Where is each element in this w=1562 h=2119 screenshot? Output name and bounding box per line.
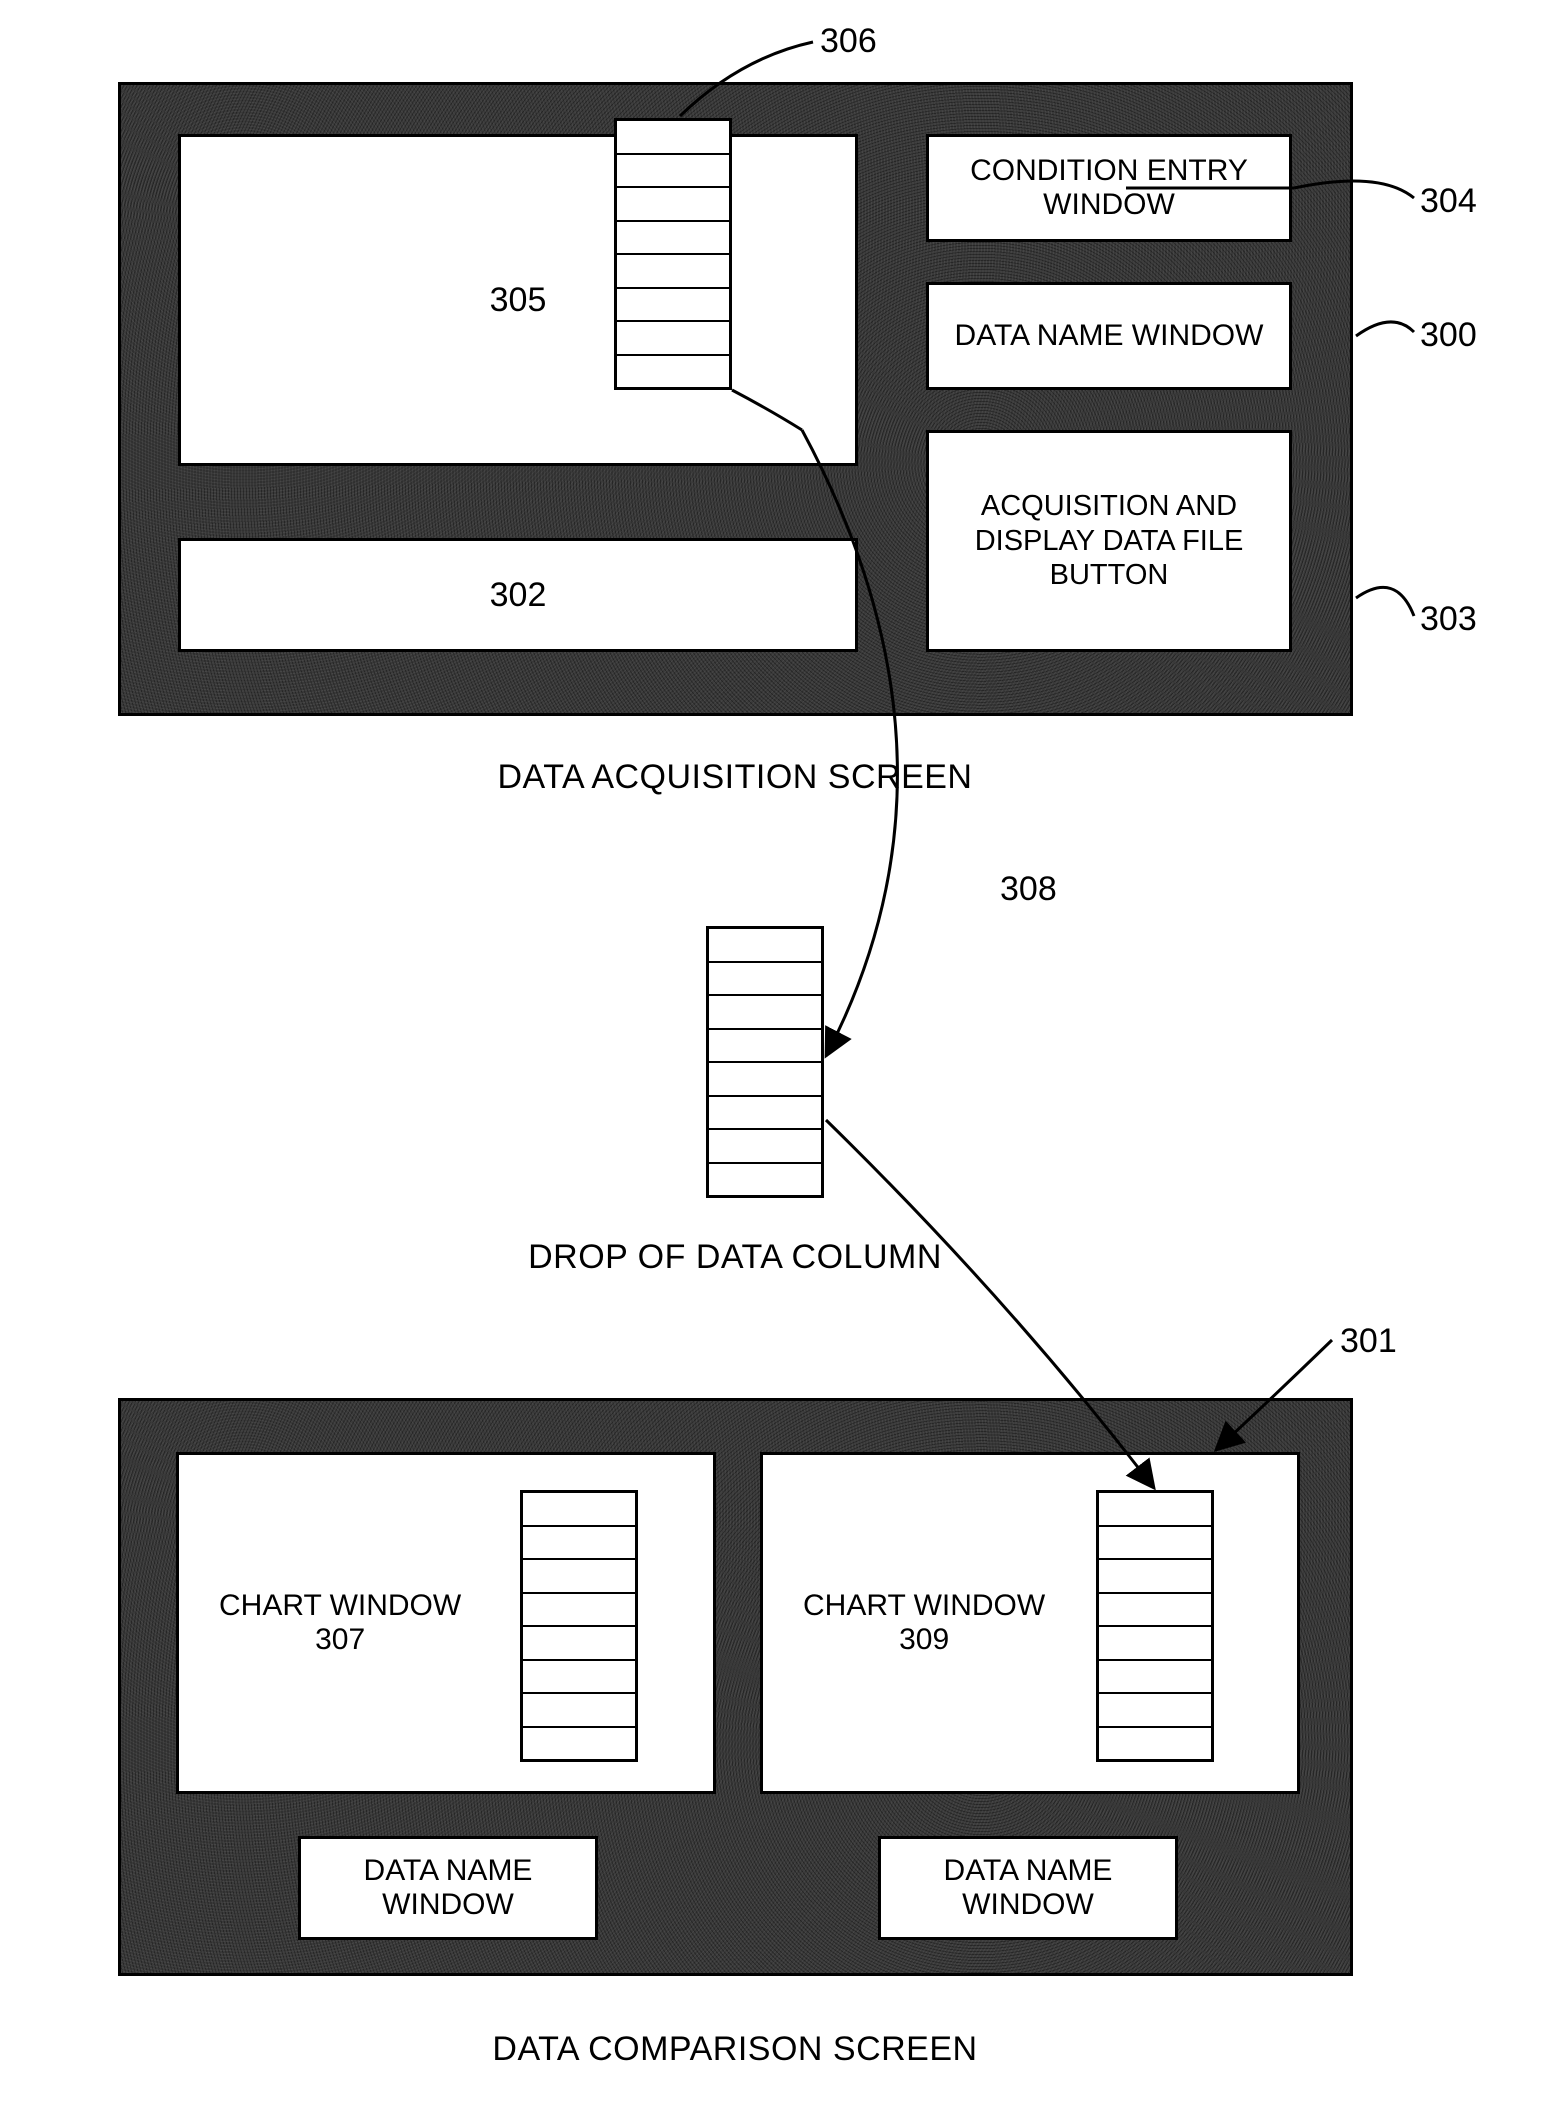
chart-window-309-label-line1: CHART WINDOW [803,1589,1045,1622]
data-cell [617,356,729,388]
data-comparison-caption: DATA COMPARISON SCREEN [0,2030,1470,2069]
data-name-window-bl-label: DATA NAME WINDOW [301,1854,595,1923]
data-cell [709,1164,821,1196]
data-cell [1099,1493,1211,1527]
data-cell [523,1694,635,1728]
chart-window-307-label: CHART WINDOW 307 [219,1589,461,1657]
chart-window-309-label: CHART WINDOW 309 [803,1589,1045,1657]
data-name-window-top[interactable]: DATA NAME WINDOW [926,282,1292,390]
data-cell [1099,1661,1211,1695]
data-column-drop[interactable] [706,926,824,1198]
data-cell [523,1627,635,1661]
drop-of-data-caption-text: DROP OF DATA COLUMN [528,1238,942,1276]
data-cell [709,1063,821,1097]
data-cell [523,1728,635,1760]
data-cell [709,1030,821,1064]
data-cell [709,963,821,997]
data-cell [523,1560,635,1594]
box-302: 302 [178,538,858,652]
data-column-306[interactable] [614,118,732,390]
data-name-window-top-label: DATA NAME WINDOW [955,319,1264,354]
label-305: 305 [490,281,547,320]
data-cell [617,322,729,356]
data-cell [523,1527,635,1561]
data-comparison-caption-text: DATA COMPARISON SCREEN [492,2030,977,2068]
data-cell [523,1661,635,1695]
data-cell [709,1130,821,1164]
data-cell [523,1594,635,1628]
data-cell [617,121,729,155]
data-cell [1099,1728,1211,1760]
drop-of-data-caption: DROP OF DATA COLUMN [0,1238,1470,1277]
data-cell [617,155,729,189]
data-acquisition-caption-text: DATA ACQUISITION SCREEN [498,758,973,796]
data-column-309[interactable] [1096,1490,1214,1762]
data-cell [617,255,729,289]
callout-306: 306 [820,22,877,61]
data-cell [617,222,729,256]
data-cell [709,929,821,963]
callout-304: 304 [1420,182,1477,221]
condition-entry-window[interactable]: CONDITION ENTRY WINDOW [926,134,1292,242]
acquisition-button-label: ACQUISITION AND DISPLAY DATA FILE BUTTON [933,489,1285,593]
data-name-window-bottom-left[interactable]: DATA NAME WINDOW [298,1836,598,1940]
data-column-307[interactable] [520,1490,638,1762]
chart-window-309-label-line2: 309 [899,1623,949,1656]
data-cell [523,1493,635,1527]
data-name-window-bottom-right[interactable]: DATA NAME WINDOW [878,1836,1178,1940]
callout-303: 303 [1420,600,1477,639]
data-name-window-br-label: DATA NAME WINDOW [881,1854,1175,1923]
data-cell [617,289,729,323]
data-cell [1099,1560,1211,1594]
data-cell [1099,1594,1211,1628]
callout-300: 300 [1420,316,1477,355]
data-cell [617,188,729,222]
chart-window-307-label-line1: CHART WINDOW [219,1589,461,1622]
condition-entry-label: CONDITION ENTRY WINDOW [929,154,1289,223]
chart-window-309[interactable]: CHART WINDOW 309 [760,1452,1300,1794]
data-cell [1099,1627,1211,1661]
chart-window-307-label-line2: 307 [315,1623,365,1656]
data-acquisition-caption: DATA ACQUISITION SCREEN [0,758,1470,797]
data-cell [709,1097,821,1131]
data-cell [1099,1527,1211,1561]
acquisition-display-button[interactable]: ACQUISITION AND DISPLAY DATA FILE BUTTON [926,430,1292,652]
diagram-stage: 305 CONDITION ENTRY WINDOW DATA NAME WIN… [0,0,1562,2119]
main-display-area-305: 305 [178,134,858,466]
label-302: 302 [490,576,547,615]
callout-301: 301 [1340,1322,1397,1361]
data-cell [1099,1694,1211,1728]
data-cell [709,996,821,1030]
callout-308: 308 [1000,870,1057,909]
